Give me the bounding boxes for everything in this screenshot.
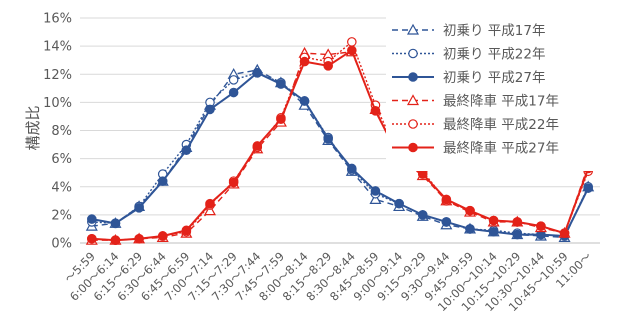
legend-marker	[408, 119, 418, 129]
legend-entry: 最終降車 平成22年	[392, 117, 559, 133]
data-point	[347, 45, 357, 56]
data-point	[110, 235, 121, 245]
data-point	[157, 176, 168, 186]
legend-marker	[408, 142, 418, 153]
data-point	[559, 228, 570, 238]
data-point	[370, 106, 381, 116]
data-point	[323, 61, 333, 71]
data-point	[394, 198, 404, 209]
data-point	[228, 177, 239, 188]
legend-label: 初乗り 平成27年	[443, 69, 545, 86]
legend-marker	[406, 23, 420, 35]
series-line	[91, 72, 589, 237]
data-point	[417, 210, 428, 220]
legend-label: 最終降車 平成27年	[443, 141, 559, 157]
series-line	[91, 71, 590, 238]
data-point	[299, 56, 310, 67]
data-point	[134, 203, 144, 213]
legend-entry: 初乗り 平成17年	[392, 22, 545, 39]
data-point	[110, 218, 121, 229]
data-point	[536, 221, 546, 231]
data-point	[347, 37, 357, 47]
data-point	[465, 205, 475, 216]
data-point	[347, 163, 357, 174]
data-point	[465, 224, 475, 234]
y-tick-label: 2%	[51, 208, 72, 223]
y-tick-label: 0%	[51, 237, 72, 252]
data-point	[488, 226, 499, 237]
data-point	[276, 79, 286, 89]
data-point	[205, 198, 215, 209]
data-point	[228, 87, 239, 98]
y-tick-label: 6%	[51, 152, 72, 167]
legend-entry: 初乗り 平成27年	[392, 69, 545, 86]
data-point	[203, 204, 217, 216]
data-point	[228, 75, 239, 85]
y-axis: 0% 2% 4% 6% 8% 10% 12% 14% 16%	[43, 12, 72, 252]
data-point	[181, 225, 192, 236]
legend-entry: 初乗り 平成22年	[392, 46, 545, 63]
legend-label: 最終降車 平成22年	[443, 117, 559, 133]
data-point	[205, 104, 215, 115]
y-tick-label: 14%	[43, 40, 72, 55]
legend-marker	[406, 94, 420, 106]
legend-entry: 最終降車 平成27年	[392, 141, 559, 157]
data-point	[369, 193, 382, 205]
data-point	[252, 141, 263, 151]
data-point	[583, 183, 593, 193]
data-point	[441, 194, 452, 205]
data-point	[417, 169, 428, 179]
data-point	[134, 233, 144, 244]
y-tick-label: 12%	[43, 68, 72, 83]
data-point	[252, 68, 263, 78]
data-point	[299, 96, 310, 106]
legend-label: 初乗り 平成22年	[443, 46, 545, 63]
series-line	[91, 48, 590, 242]
x-axis: ～5:596:00～6:146:15～6:296:30～6:446:45～6:5…	[62, 249, 595, 314]
data-point	[512, 229, 523, 240]
grid-lines	[80, 17, 600, 244]
data-point	[157, 231, 168, 241]
legend-entry: 最終降車 平成17年	[392, 94, 559, 110]
legend-label: 最終降車 平成17年	[443, 94, 559, 110]
legend-background	[386, 16, 622, 171]
y-axis-label: 構成比	[24, 105, 42, 150]
data-point	[370, 186, 381, 196]
y-tick-label: 16%	[43, 12, 72, 27]
legend-label: 初乗り 平成17年	[443, 22, 545, 39]
y-tick-label: 10%	[43, 96, 72, 111]
data-point	[441, 217, 452, 227]
data-point	[181, 145, 192, 155]
legend-marker	[408, 72, 418, 82]
y-tick-label: 4%	[51, 180, 72, 195]
data-point	[488, 215, 499, 226]
data-point	[87, 233, 97, 244]
legend-marker	[408, 48, 418, 59]
data-point	[87, 214, 97, 224]
data-point	[512, 217, 523, 227]
y-tick-label: 8%	[51, 124, 72, 139]
data-point	[276, 114, 286, 125]
data-point	[323, 134, 333, 144]
